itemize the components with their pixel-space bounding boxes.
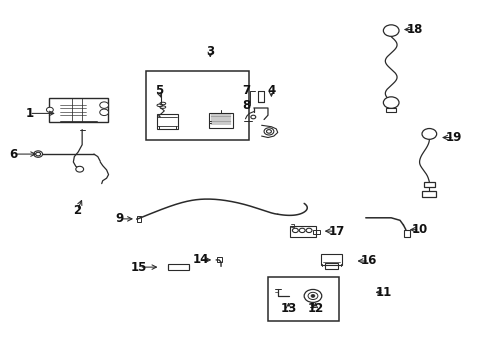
Circle shape (46, 107, 53, 112)
Circle shape (304, 289, 321, 302)
Text: 11: 11 (375, 286, 391, 299)
Bar (157, 114, 177, 129)
Circle shape (250, 115, 255, 119)
Bar (208, 113, 233, 128)
Circle shape (383, 97, 398, 108)
Bar (403, 230, 409, 237)
Bar (313, 230, 320, 234)
Text: 1: 1 (25, 107, 33, 120)
Text: 2: 2 (73, 204, 81, 217)
Bar (320, 254, 342, 265)
Text: 19: 19 (445, 131, 461, 144)
Text: 6: 6 (10, 148, 18, 161)
Circle shape (266, 130, 271, 133)
Bar (267, 277, 338, 321)
Text: 5: 5 (155, 84, 163, 97)
Text: 17: 17 (327, 225, 344, 238)
Bar (290, 226, 315, 237)
Text: 15: 15 (131, 261, 147, 274)
Circle shape (421, 129, 436, 139)
Text: 13: 13 (280, 302, 296, 315)
Circle shape (305, 228, 311, 233)
Text: 18: 18 (406, 23, 422, 36)
Bar (422, 191, 435, 197)
Bar (423, 182, 434, 187)
Circle shape (76, 166, 83, 172)
Circle shape (310, 294, 314, 297)
Text: 12: 12 (306, 302, 323, 315)
Circle shape (307, 292, 317, 300)
Text: 14: 14 (192, 253, 208, 266)
Text: 3: 3 (206, 45, 214, 58)
Bar (49, 98, 107, 122)
Circle shape (34, 151, 42, 157)
Bar (324, 263, 338, 269)
Text: 10: 10 (410, 223, 427, 236)
Text: 8: 8 (242, 99, 250, 112)
Circle shape (299, 228, 305, 233)
Circle shape (264, 128, 273, 135)
Text: 7: 7 (242, 84, 250, 97)
Circle shape (36, 152, 41, 156)
Circle shape (292, 228, 298, 233)
Circle shape (100, 102, 108, 108)
Text: 16: 16 (360, 255, 377, 267)
Bar (168, 264, 188, 270)
Text: 9: 9 (116, 212, 123, 225)
Bar (216, 257, 221, 262)
Bar (145, 71, 249, 140)
Text: 4: 4 (267, 84, 275, 97)
Bar (137, 216, 141, 222)
Bar (386, 108, 395, 112)
Circle shape (100, 109, 108, 116)
Circle shape (383, 25, 398, 36)
